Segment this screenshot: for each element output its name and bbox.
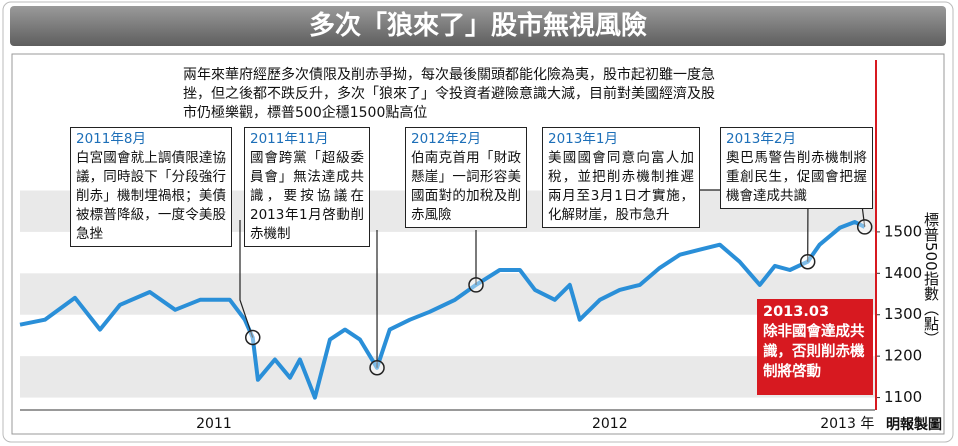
callout-date: 2013年2月 — [726, 131, 796, 147]
callout-text: 奧巴馬警告削赤機制將重創民生，促國會把握機會達成共識 — [726, 150, 867, 204]
event-marker — [799, 253, 816, 270]
alert-date: 2013.03 — [763, 304, 830, 320]
event-marker — [856, 219, 873, 235]
callout-date: 2013年1月 — [548, 131, 618, 147]
callout-text: 伯南克首用「財政懸崖」一詞形容美國面對的加稅及削赤風險 — [411, 150, 521, 223]
x-tick-label: 2011 — [196, 416, 232, 432]
event-marker — [468, 277, 484, 293]
alert-box: 2013.03 除非國會達成共識，否則削赤機制將啓動 — [757, 299, 873, 395]
line — [19, 220, 866, 400]
callout-date: 2011年11月 — [250, 131, 329, 147]
callout-date: 2011年8月 — [76, 131, 146, 147]
y-tick-label: 1200 — [884, 347, 922, 365]
callout-text: 美國國會同意向富人加稅，並把削赤機制推遲兩月至3月1日才實施，化解財崖，股市急升 — [548, 150, 694, 223]
callout-text: 國會跨黨「超級委員會」無法達成共識，要按協議在2013年1月啓動削赤機制 — [250, 150, 364, 242]
callout: 2011年11月國會跨黨「超級委員會」無法達成共識，要按協議在2013年1月啓動… — [244, 127, 370, 247]
x-tick-label: 2013 年 — [820, 416, 874, 432]
callout-date: 2012年2月 — [411, 131, 481, 147]
x-tick-label: 2012 — [592, 416, 628, 432]
callout: 2011年8月白宮國會就上調債限達協議，同時設下「分段強行削赤」機制埋禍根；美債… — [70, 127, 232, 247]
grid-band — [20, 273, 875, 315]
callout: 2013年1月美國國會同意向富人加稅，並把削赤機制推遲兩月至3月1日才實施，化解… — [542, 127, 700, 228]
callout: 2013年2月奧巴馬警告削赤機制將重創民生，促國會把握機會達成共識 — [720, 127, 873, 209]
leader-line — [239, 220, 254, 338]
alert-text: 除非國會達成共識，否則削赤機制將啓動 — [763, 324, 865, 380]
intro-text: 兩年來華府經歷多次債限及削赤爭拗，每次最後關頭都能化險為夷，股市起初雖一度急挫，… — [183, 67, 715, 121]
y-tick-label: 1400 — [884, 264, 922, 282]
event-marker — [369, 360, 385, 376]
y-tick-label: 1500 — [884, 222, 922, 240]
source: 明報製圖 — [886, 417, 942, 433]
y-axis-label: 標普500指數（點） — [922, 212, 940, 346]
y-tick-label: 1300 — [884, 305, 922, 323]
title: 多次「狼來了」股市無視風險 — [10, 6, 946, 46]
callout-text: 白宮國會就上調債限達協議，同時設下「分段強行削赤」機制埋禍根；美債被標普降級，一… — [76, 150, 226, 242]
grid-band — [20, 356, 875, 398]
event-marker — [245, 329, 261, 346]
y-tick-label: 1100 — [884, 388, 922, 406]
callout: 2012年2月伯南克首用「財政懸崖」一詞形容美國面對的加稅及削赤風險 — [405, 127, 527, 228]
